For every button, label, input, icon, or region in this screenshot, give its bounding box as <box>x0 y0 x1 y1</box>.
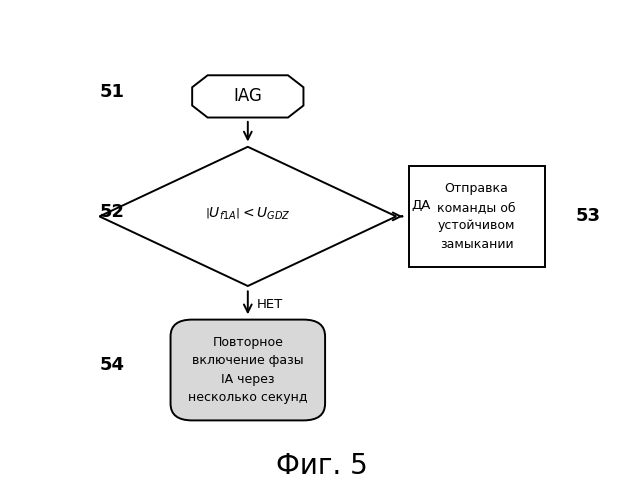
Text: 51: 51 <box>99 82 124 100</box>
Text: НЕТ: НЕТ <box>257 298 283 311</box>
FancyBboxPatch shape <box>171 320 325 420</box>
Text: 52: 52 <box>99 202 124 220</box>
Polygon shape <box>99 147 396 286</box>
Text: Отправка
команды об
устойчивом
замыкании: Отправка команды об устойчивом замыкании <box>437 182 516 250</box>
Text: $\left|U_{f1A}\right| < U_{GDZ}$: $\left|U_{f1A}\right| < U_{GDZ}$ <box>205 206 290 222</box>
Polygon shape <box>192 76 303 118</box>
Text: 53: 53 <box>575 208 600 226</box>
FancyBboxPatch shape <box>408 166 545 267</box>
Text: IAG: IAG <box>233 88 262 106</box>
Text: 54: 54 <box>99 356 124 374</box>
Text: Фиг. 5: Фиг. 5 <box>276 452 368 480</box>
Text: Повторное
включение фазы
IA через
несколько секунд: Повторное включение фазы IA через нескол… <box>188 336 308 404</box>
Text: ДА: ДА <box>412 200 431 212</box>
